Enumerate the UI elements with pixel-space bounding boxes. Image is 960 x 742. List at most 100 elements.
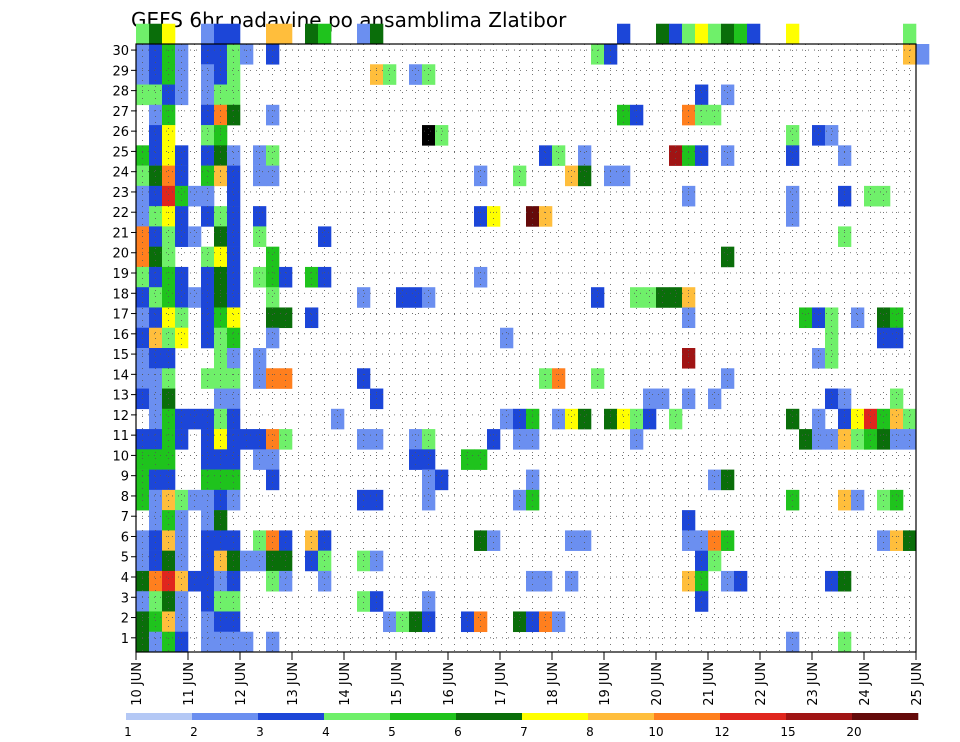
heatmap-cell — [513, 611, 527, 633]
heatmap-cell — [695, 145, 709, 166]
heatmap-cell — [201, 185, 215, 207]
heatmap-cell — [838, 185, 852, 207]
colorbar-segment — [588, 713, 655, 720]
heatmap-cell — [214, 469, 228, 491]
y-tick-label: 9 — [121, 470, 129, 485]
heatmap-cell — [565, 570, 579, 592]
heatmap-cell — [149, 246, 163, 268]
y-tick-label: 26 — [112, 125, 129, 140]
heatmap-cell — [227, 530, 241, 551]
heatmap-cell — [253, 266, 267, 288]
heatmap-cell — [630, 104, 644, 126]
x-tick-label: 12 JUN — [234, 662, 249, 706]
heatmap-cell — [578, 165, 592, 187]
heatmap-cell — [799, 429, 813, 450]
heatmap-cell — [721, 469, 735, 491]
y-tick-label: 2 — [121, 612, 129, 627]
heatmap-cell — [149, 570, 163, 592]
y-tick-label: 28 — [112, 85, 129, 100]
heatmap-cell — [149, 429, 163, 450]
heatmap-cell — [370, 591, 384, 612]
heatmap-cell — [422, 429, 436, 450]
colorbar-label: 7 — [520, 725, 528, 739]
heatmap-cell — [149, 530, 163, 551]
heatmap-cell — [175, 206, 189, 227]
heatmap-cell — [175, 591, 189, 612]
heatmap-cell — [149, 469, 163, 491]
heatmap-cell — [201, 469, 215, 491]
heatmap-cell — [903, 23, 917, 45]
heatmap-cell — [630, 408, 644, 430]
heatmap-cell — [201, 104, 215, 126]
colorbar-segment — [390, 713, 457, 720]
heatmap-cell — [786, 631, 800, 653]
colorbar-segment — [192, 713, 259, 720]
heatmap-cell — [201, 631, 215, 653]
heatmap-cell — [279, 266, 293, 288]
heatmap-cell — [162, 266, 176, 288]
heatmap-cell — [721, 570, 735, 592]
heatmap-cell — [162, 206, 176, 227]
y-tick-label: 30 — [112, 44, 129, 59]
y-tick-label: 4 — [121, 571, 129, 586]
heatmap-cell — [188, 570, 202, 592]
heatmap-cell — [201, 165, 215, 187]
heatmap-cell — [851, 408, 865, 430]
heatmap-cell — [136, 246, 150, 268]
colorbar-label: 20 — [846, 725, 861, 739]
heatmap-cell — [162, 348, 176, 369]
heatmap-cell — [916, 44, 930, 65]
heatmap-cell — [253, 530, 267, 551]
heatmap-cell — [227, 368, 241, 389]
heatmap-cell — [175, 185, 189, 207]
y-tick-label: 16 — [112, 328, 129, 343]
heatmap-cell — [149, 104, 163, 126]
heatmap-cell — [188, 185, 202, 207]
heatmap-cell — [214, 307, 228, 329]
heatmap-cell — [409, 429, 423, 450]
heatmap-cell — [318, 266, 332, 288]
y-axis: 1234567891011121314151617181920212223242… — [112, 44, 136, 647]
heatmap-cell — [162, 591, 176, 612]
y-tick-label: 13 — [112, 389, 129, 404]
heatmap-cell — [175, 510, 189, 531]
heatmap-cell — [591, 368, 605, 389]
heatmap-cell — [591, 287, 605, 308]
heatmap-cell — [890, 530, 904, 551]
heatmap-cell — [539, 611, 553, 633]
heatmap-cell — [864, 408, 878, 430]
heatmap-cell — [136, 206, 150, 227]
heatmap-cell — [136, 591, 150, 612]
heatmap-cell — [825, 348, 839, 369]
heatmap-cell — [175, 44, 189, 65]
heatmap-cell — [487, 206, 501, 227]
heatmap-cell — [201, 611, 215, 633]
heatmap-cell — [214, 206, 228, 227]
heatmap-cell — [136, 631, 150, 653]
heatmap-cell — [227, 206, 241, 227]
heatmap-cell — [318, 530, 332, 551]
heatmap-cell — [162, 246, 176, 268]
heatmap-cell — [149, 23, 163, 45]
heatmap-cell — [526, 206, 540, 227]
heatmap-cell — [604, 44, 618, 65]
heatmap-cell — [240, 44, 254, 65]
heatmap-cell — [266, 530, 280, 551]
heatmap-cell — [708, 23, 722, 45]
heatmap-cell — [214, 611, 228, 633]
colorbar-label: 8 — [586, 725, 594, 739]
heatmap-cell — [604, 408, 618, 430]
heatmap-cell — [708, 530, 722, 551]
heatmap-cell — [682, 348, 696, 369]
heatmap-cell — [734, 23, 748, 45]
heatmap-cell — [526, 611, 540, 633]
heatmap-cell — [825, 570, 839, 592]
heatmap-cell — [877, 408, 891, 430]
heatmap-cell — [175, 631, 189, 653]
heatmap-cell — [175, 287, 189, 308]
x-tick-label: 14 JUN — [338, 662, 353, 706]
heatmap-cell — [162, 469, 176, 491]
colorbar-label: 12 — [714, 725, 729, 739]
heatmap-cell — [656, 23, 670, 45]
heatmap-cell — [188, 287, 202, 308]
